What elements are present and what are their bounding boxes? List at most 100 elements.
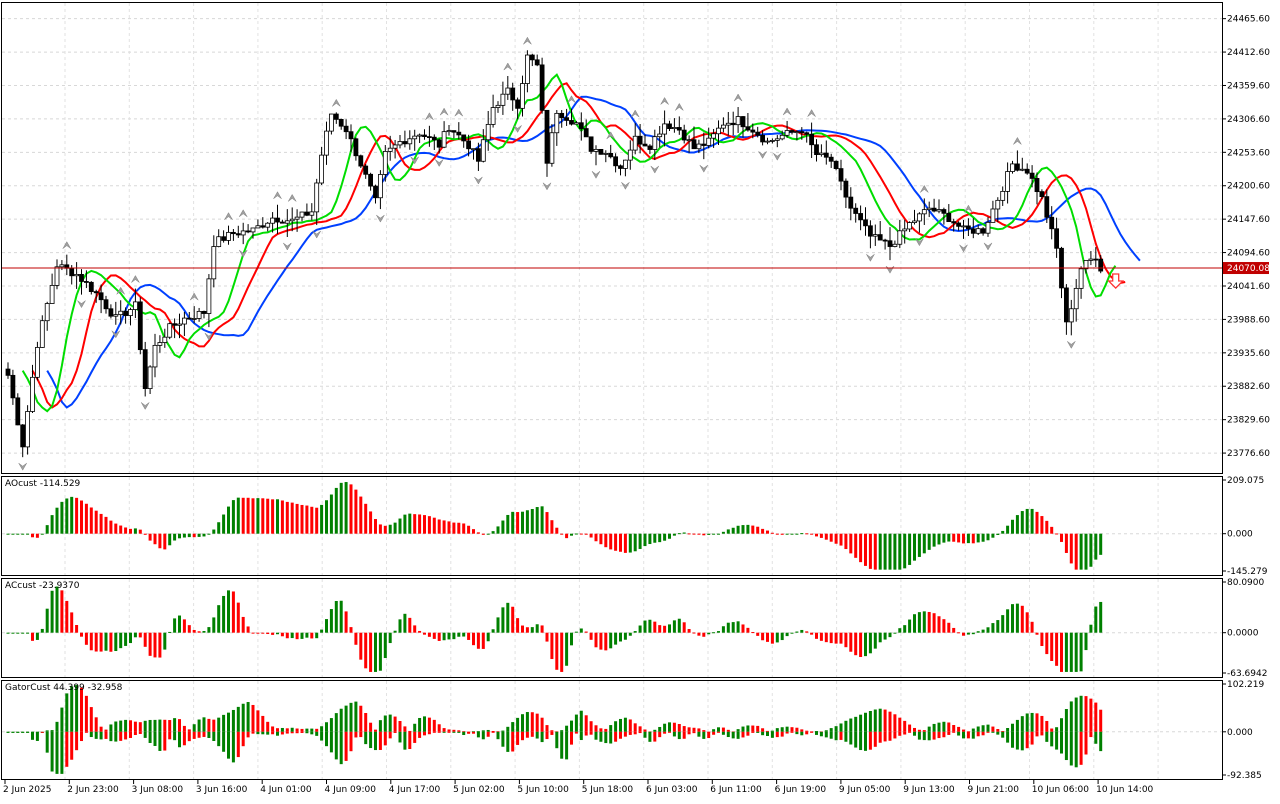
candle-body bbox=[985, 221, 991, 234]
gator-lower-bar bbox=[1069, 731, 1073, 766]
gator-lower-bar bbox=[418, 731, 422, 738]
gator-upper-bar bbox=[241, 703, 245, 732]
gator-lower-bar bbox=[614, 731, 618, 742]
gator-lower-bar bbox=[163, 731, 167, 751]
gator-upper-bar bbox=[971, 728, 975, 732]
ao-bar bbox=[579, 533, 583, 535]
ac-bar bbox=[285, 632, 289, 639]
ac-bar bbox=[1006, 609, 1010, 633]
gator-upper-bar bbox=[418, 717, 422, 732]
ao-bar bbox=[873, 533, 877, 570]
candle-body bbox=[368, 173, 374, 187]
ac-bar bbox=[589, 632, 593, 640]
gator-lower-bar bbox=[545, 731, 549, 740]
gator-upper-bar bbox=[1084, 696, 1088, 732]
ac-bar bbox=[168, 631, 172, 633]
candle bbox=[583, 119, 589, 138]
ac-bar bbox=[129, 632, 132, 644]
gator-lower-bar bbox=[354, 731, 358, 738]
gator-lower-bar bbox=[222, 731, 226, 752]
candle-body bbox=[157, 342, 163, 346]
candle-body bbox=[549, 132, 555, 164]
candle-body bbox=[1019, 168, 1025, 171]
candle bbox=[343, 119, 349, 140]
gator-lower-bar bbox=[334, 731, 338, 760]
ac-bar bbox=[579, 628, 583, 633]
candle-body bbox=[407, 138, 413, 145]
ao-bar bbox=[472, 529, 475, 534]
ac-bar bbox=[310, 632, 314, 639]
gator-upper-bar bbox=[114, 721, 118, 732]
gator-upper-bar bbox=[976, 726, 980, 732]
candle bbox=[20, 424, 26, 458]
candle bbox=[926, 201, 932, 218]
gator-lower-bar bbox=[383, 731, 387, 746]
gator-lower-bar bbox=[26, 731, 30, 733]
candle-body bbox=[392, 144, 398, 149]
ac-bar bbox=[246, 626, 250, 633]
ac-bar bbox=[653, 621, 657, 633]
gator-lower-bar bbox=[182, 731, 186, 746]
ao-bar bbox=[320, 504, 324, 534]
ao-bar bbox=[775, 533, 779, 535]
ao-bar bbox=[481, 533, 485, 535]
gator-lower-bar bbox=[574, 731, 578, 734]
ac-bar bbox=[756, 632, 760, 636]
ac-bar bbox=[153, 632, 157, 658]
gator-upper-bar bbox=[251, 704, 255, 732]
candle bbox=[931, 198, 937, 213]
x-tick-label: 5 Jun 02:00 bbox=[453, 785, 505, 795]
candle-body bbox=[966, 225, 971, 230]
ao-bar bbox=[1011, 519, 1014, 534]
candle-body bbox=[69, 267, 75, 277]
candle bbox=[642, 134, 648, 147]
gator-upper-bar bbox=[295, 728, 299, 732]
gator-upper-bar bbox=[545, 725, 549, 732]
x-tick-label: 2 Jun 2025 bbox=[3, 785, 51, 795]
ao-bar bbox=[496, 526, 500, 534]
ac-bar bbox=[648, 619, 652, 633]
ao-bar bbox=[21, 533, 25, 535]
candle bbox=[721, 117, 726, 133]
gator-lower-bar bbox=[1050, 731, 1054, 747]
y-tick-label: -145.279 bbox=[1227, 567, 1268, 577]
candle bbox=[814, 139, 819, 162]
ao-bar bbox=[393, 522, 397, 534]
ao-bar bbox=[329, 494, 333, 534]
candle-body bbox=[348, 131, 354, 140]
gator-lower-bar bbox=[873, 731, 877, 747]
ac-bar bbox=[197, 631, 201, 633]
gator-lower-bar bbox=[810, 731, 814, 733]
ac-bar bbox=[638, 625, 642, 633]
gator-lower-bar bbox=[1001, 731, 1005, 738]
candle-body bbox=[485, 123, 491, 141]
gator-lower-bar bbox=[780, 731, 784, 737]
gator-lower-bar bbox=[1099, 731, 1103, 752]
y-tick-label: 0.0000 bbox=[1227, 629, 1259, 639]
candle-body bbox=[402, 141, 408, 145]
gator-upper-bar bbox=[305, 728, 309, 732]
gator-lower-bar bbox=[320, 731, 324, 741]
ao-bar bbox=[1055, 533, 1059, 535]
gator-upper-bar bbox=[217, 717, 221, 732]
fractal-down-icon bbox=[621, 182, 630, 190]
candle bbox=[691, 126, 697, 150]
gator-lower-bar bbox=[403, 731, 407, 750]
ac-bar bbox=[849, 632, 853, 652]
candle-body bbox=[1010, 163, 1015, 172]
candle bbox=[657, 125, 663, 148]
gator-upper-bar bbox=[604, 728, 608, 732]
candle bbox=[196, 307, 202, 322]
gator-upper-bar bbox=[775, 728, 779, 732]
fractal-up-icon bbox=[131, 275, 140, 283]
gator-lower-bar bbox=[241, 731, 245, 747]
candle bbox=[725, 112, 731, 136]
y-tick-label: 24041.60 bbox=[1227, 282, 1270, 292]
ac-bar bbox=[148, 632, 152, 656]
candle bbox=[118, 300, 124, 325]
gator-lower-bar bbox=[672, 731, 676, 737]
x-tick-label: 5 Jun 18:00 bbox=[582, 785, 634, 795]
gator-upper-bar bbox=[481, 730, 485, 732]
ac-bar bbox=[991, 623, 995, 633]
